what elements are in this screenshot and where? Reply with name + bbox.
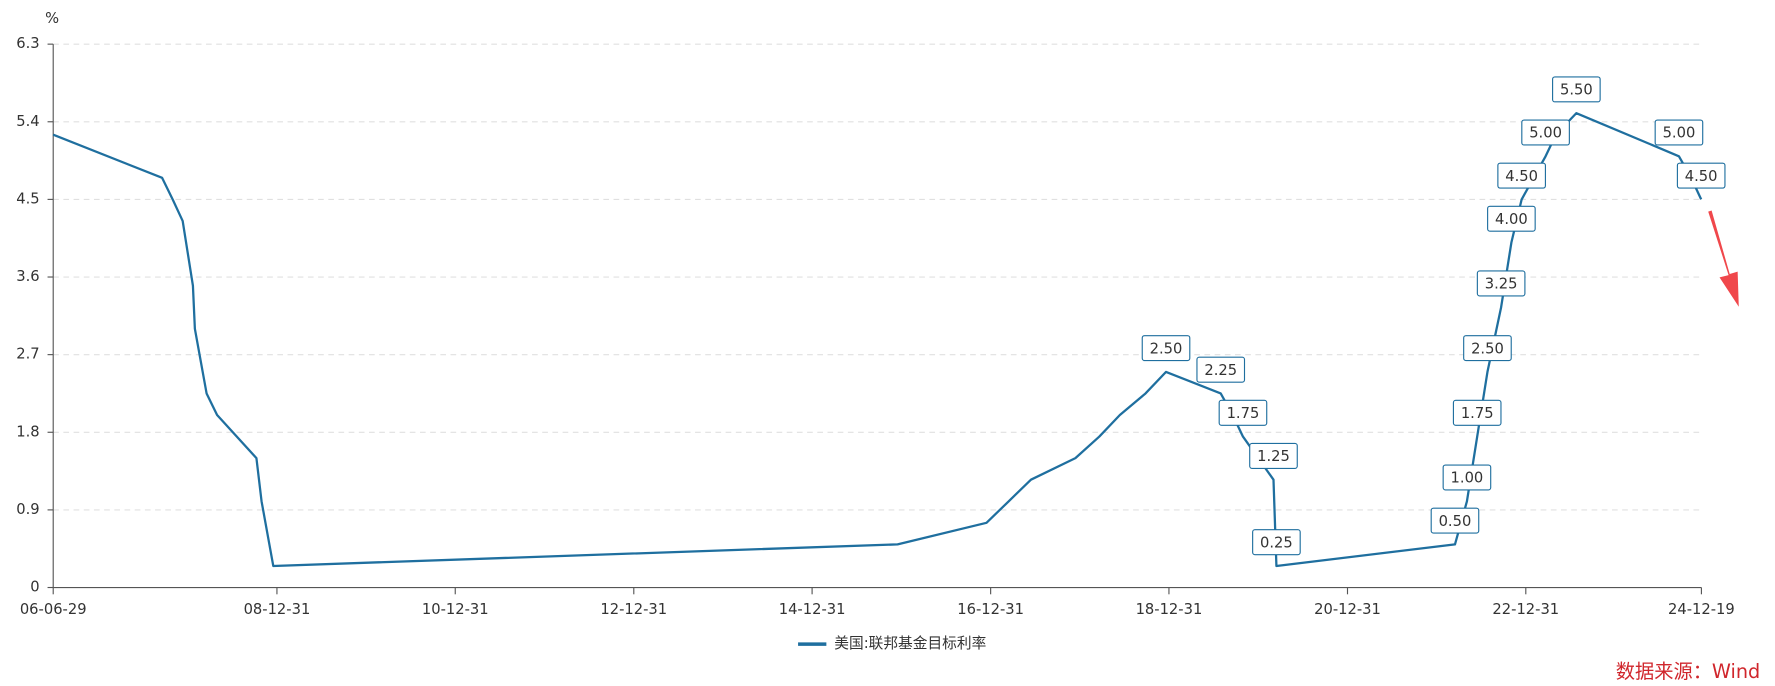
x-tick-label: 22-12-31 <box>1492 601 1559 618</box>
x-tick-label: 24-12-19 <box>1668 601 1735 618</box>
data-label: 2.25 <box>1204 362 1237 379</box>
data-label: 4.00 <box>1495 211 1528 228</box>
y-tick-label: 3.6 <box>16 268 39 285</box>
y-tick-label: 0.9 <box>16 501 39 518</box>
data-label-box <box>1497 162 1546 189</box>
x-tick-label: 06-06-29 <box>20 601 87 618</box>
data-label-box <box>1442 464 1492 491</box>
data-label-box <box>1654 119 1704 146</box>
data-label-box <box>1218 399 1268 426</box>
data-label-box <box>1141 335 1191 362</box>
data-label: 4.50 <box>1505 168 1538 185</box>
data-label: 3.25 <box>1485 276 1518 293</box>
data-label-box <box>1552 76 1601 103</box>
y-axis-unit: % <box>45 10 59 27</box>
data-label-box <box>1521 119 1570 146</box>
data-label-box <box>1252 529 1301 556</box>
y-tick-label: 0 <box>30 579 39 596</box>
data-label: 1.75 <box>1461 405 1494 422</box>
data-label-box <box>1430 507 1480 534</box>
data-label: 0.50 <box>1439 513 1472 530</box>
y-tick-label: 4.5 <box>16 190 39 207</box>
data-label: 5.50 <box>1560 82 1593 99</box>
data-label: 0.25 <box>1260 534 1293 551</box>
x-tick-label: 14-12-31 <box>779 601 846 618</box>
data-label: 5.00 <box>1529 125 1562 142</box>
data-label: 1.25 <box>1257 448 1290 465</box>
data-label-box <box>1676 162 1726 189</box>
data-label-box <box>1196 356 1246 383</box>
data-label: 2.50 <box>1471 340 1504 357</box>
data-label: 1.75 <box>1227 405 1260 422</box>
y-tick-label: 2.7 <box>16 346 39 363</box>
y-tick-label: 5.4 <box>16 113 39 130</box>
x-tick-label: 18-12-31 <box>1136 601 1203 618</box>
x-tick-label: 16-12-31 <box>957 601 1024 618</box>
x-tick-label: 12-12-31 <box>600 601 667 618</box>
source-note: 数据来源：Wind <box>1616 660 1761 683</box>
y-tick-label: 1.8 <box>16 423 39 440</box>
x-tick-label: 10-12-31 <box>422 601 489 618</box>
annotation-arrow <box>1708 210 1739 307</box>
series-line <box>52 112 1703 568</box>
legend-label[interactable]: 美国:联邦基金目标利率 <box>834 635 986 652</box>
data-label-box <box>1452 399 1502 426</box>
data-label-box <box>1476 270 1526 297</box>
y-tick-label: 6.3 <box>16 35 39 52</box>
data-label: 5.00 <box>1663 125 1696 142</box>
data-label-box <box>1463 335 1512 362</box>
data-label-box <box>1487 205 1536 232</box>
data-label: 2.50 <box>1150 340 1183 357</box>
x-tick-label: 20-12-31 <box>1314 601 1381 618</box>
data-label: 4.50 <box>1685 168 1718 185</box>
x-tick-label: 08-12-31 <box>244 601 311 618</box>
data-label-box <box>1249 442 1298 469</box>
data-label: 1.00 <box>1451 470 1484 487</box>
